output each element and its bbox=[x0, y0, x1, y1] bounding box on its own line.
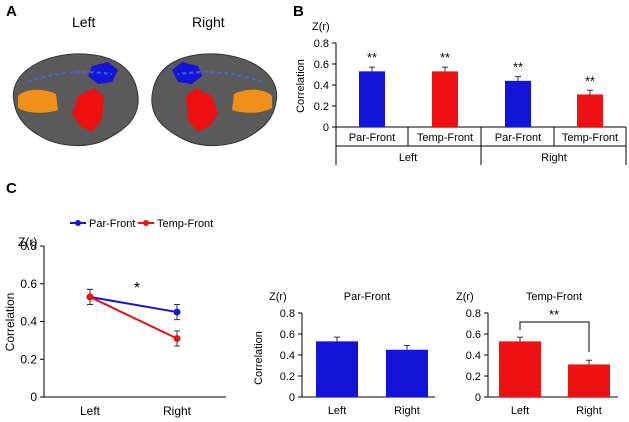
chart-c-par-bar bbox=[316, 341, 358, 397]
chart-b-category-label: Temp-Front bbox=[562, 132, 618, 144]
chart-c-line-ylabel: Correlation bbox=[3, 293, 17, 352]
right-parietal-region bbox=[172, 62, 202, 84]
chart-c-line-significance: * bbox=[134, 280, 140, 297]
chart-c-temp-x-label: Right bbox=[576, 405, 602, 417]
chart-b-bar bbox=[505, 80, 531, 127]
right-frontal-region bbox=[232, 89, 272, 113]
chart-c-par-ylabel: Correlation bbox=[253, 331, 265, 385]
right-temporal-region bbox=[186, 88, 218, 132]
chart-c-line-ytick-label: 0.4 bbox=[20, 315, 37, 329]
chart-b-category-label: Par-Front bbox=[349, 132, 395, 144]
chart-c-line-x-label: Right bbox=[163, 404, 192, 418]
chart-c-par-ytick-label: 0.4 bbox=[280, 350, 295, 362]
chart-c-temp-ytick-label: 0.4 bbox=[466, 350, 481, 362]
left-temporal-region bbox=[72, 88, 104, 132]
chart-c-par-title: Par-Front bbox=[344, 291, 390, 303]
chart-c-par-ytick-label: 0.8 bbox=[280, 308, 295, 320]
chart-c-line-ytick-label: 0.6 bbox=[20, 277, 37, 291]
chart-c-temp-significance-bracket bbox=[519, 321, 590, 352]
chart-c-line-zlabel: Z(r) bbox=[18, 235, 37, 249]
legend-label: Par-Front bbox=[89, 218, 135, 230]
chart-b-significance: ** bbox=[367, 50, 377, 65]
panel-letter-c: C bbox=[6, 180, 17, 197]
chart-b-ytick-label: 0.4 bbox=[314, 80, 329, 92]
chart-c-par-x-label: Right bbox=[394, 405, 420, 417]
left-hemisphere-label: Left bbox=[72, 14, 96, 30]
chart-b-bar bbox=[359, 71, 385, 127]
left-parietal-region bbox=[88, 62, 118, 84]
right-hemisphere-label: Right bbox=[192, 14, 225, 30]
chart-b-bar bbox=[577, 94, 603, 127]
chart-c-temp-bar bbox=[568, 364, 610, 397]
chart-b-significance: ** bbox=[513, 60, 523, 75]
right-hemisphere bbox=[151, 53, 278, 147]
chart-b-ytick-label: 0.2 bbox=[314, 101, 329, 113]
chart-c-temp-ytick-label: 0.8 bbox=[466, 308, 481, 320]
legend-swatch-marker bbox=[143, 220, 149, 226]
chart-c-line: Z(r) Correlation Par-Front Temp-Front 0 0.… bbox=[3, 218, 226, 418]
left-frontal-region bbox=[18, 89, 58, 113]
chart-c-temp-zlabel: Z(r) bbox=[456, 291, 474, 303]
chart-c-line-ytick-label: 0 bbox=[30, 390, 37, 404]
left-tract bbox=[27, 71, 113, 83]
chart-c-par-bar bbox=[386, 349, 428, 397]
left-hemisphere bbox=[12, 53, 139, 147]
chart-b-group-left: Left bbox=[399, 152, 417, 164]
chart-b-ylabel: Correlation bbox=[295, 59, 307, 113]
chart-b-category-label: Temp-Front bbox=[417, 132, 473, 144]
panel-letter-a: A bbox=[6, 3, 17, 20]
chart-c-line-series bbox=[89, 295, 178, 314]
chart-b: Z(r) Correlation 0 0.2 0.4 0.6 0.8 ** Par-Fro… bbox=[295, 21, 627, 165]
chart-c-par-ytick-label: 0.6 bbox=[280, 329, 295, 341]
chart-c-temp-ytick-label: 0.6 bbox=[466, 329, 481, 341]
chart-c-temp-title: Temp-Front bbox=[526, 291, 582, 303]
chart-c-line-point bbox=[173, 334, 181, 342]
chart-b-significance: ** bbox=[585, 73, 595, 88]
chart-c-par-x-label: Left bbox=[328, 405, 346, 417]
legend-swatch-marker bbox=[75, 220, 81, 226]
chart-c-line-series bbox=[89, 296, 178, 340]
chart-b-category-label: Par-Front bbox=[495, 132, 541, 144]
chart-c-temp-ytick-label: 0 bbox=[475, 392, 481, 404]
chart-c-temp-x-label: Left bbox=[511, 405, 529, 417]
chart-c-par: Z(r) Par-Front Correlation 0 0.2 0.4 0.6 0.8… bbox=[253, 291, 435, 417]
chart-c-line-point bbox=[173, 308, 181, 316]
chart-c-temp-bar bbox=[499, 341, 541, 397]
chart-c-par-ytick-label: 0.2 bbox=[280, 371, 295, 383]
brain-illustration bbox=[12, 53, 278, 147]
panel-letter-b: B bbox=[293, 3, 304, 20]
chart-b-ytick-label: 0.6 bbox=[314, 59, 329, 71]
chart-c-temp: Z(r) Temp-Front 00.20.40.60.8 Left Right … bbox=[456, 291, 618, 417]
chart-b-zlabel: Z(r) bbox=[312, 21, 330, 33]
chart-b-significance: ** bbox=[440, 50, 450, 65]
chart-c-line-ytick-label: 0.8 bbox=[20, 239, 37, 253]
chart-c-temp-significance: ** bbox=[549, 307, 559, 322]
chart-b-ytick-label: 0 bbox=[323, 122, 329, 134]
chart-c-par-ytick-label: 0 bbox=[289, 392, 295, 404]
chart-c-par-zlabel: Z(r) bbox=[269, 291, 287, 303]
chart-c-line-point bbox=[86, 293, 94, 301]
right-tract bbox=[177, 71, 263, 83]
chart-b-ytick-label: 0.8 bbox=[314, 38, 329, 50]
chart-c-line-ytick-label: 0.2 bbox=[20, 352, 37, 366]
chart-b-group-right: Right bbox=[541, 152, 567, 164]
chart-c-line-x-label: Left bbox=[80, 404, 101, 418]
chart-b-bar bbox=[432, 71, 458, 127]
chart-c-temp-ytick-label: 0.2 bbox=[466, 371, 481, 383]
legend-label: Temp-Front bbox=[157, 218, 213, 230]
